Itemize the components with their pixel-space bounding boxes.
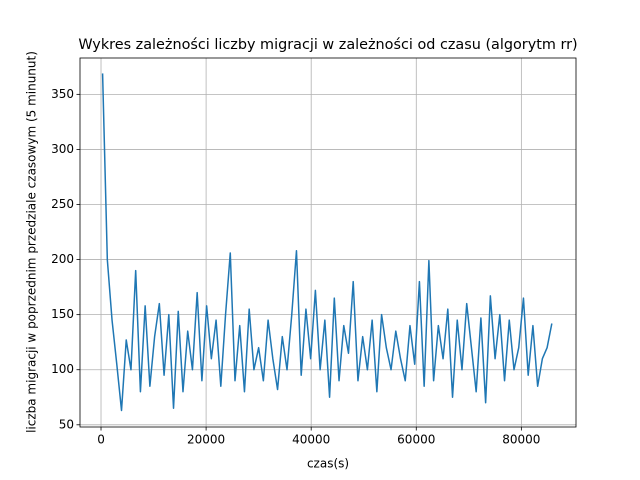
y-axis-label: liczba migracji w poprzednim przedziale … [25, 51, 39, 433]
plot-frame [79, 57, 577, 428]
x-tick-label: 0 [97, 433, 105, 447]
x-tick-label: 40000 [292, 433, 330, 447]
x-tick-label: 20000 [187, 433, 225, 447]
y-tick-label: 200 [51, 252, 74, 266]
y-tick-label: 150 [51, 307, 74, 321]
y-tick-label: 100 [51, 362, 74, 376]
data-line [101, 73, 553, 412]
chart-title: Wykres zależności liczby migracji w zale… [78, 37, 577, 53]
x-tick-label: 80000 [502, 433, 540, 447]
y-tick-label: 350 [51, 87, 74, 101]
x-tick-label: 60000 [397, 433, 435, 447]
y-tick-label: 250 [51, 197, 74, 211]
y-tick-label: 300 [51, 142, 74, 156]
y-tick-label: 50 [59, 417, 74, 431]
x-axis-label: czas(s) [307, 457, 349, 471]
